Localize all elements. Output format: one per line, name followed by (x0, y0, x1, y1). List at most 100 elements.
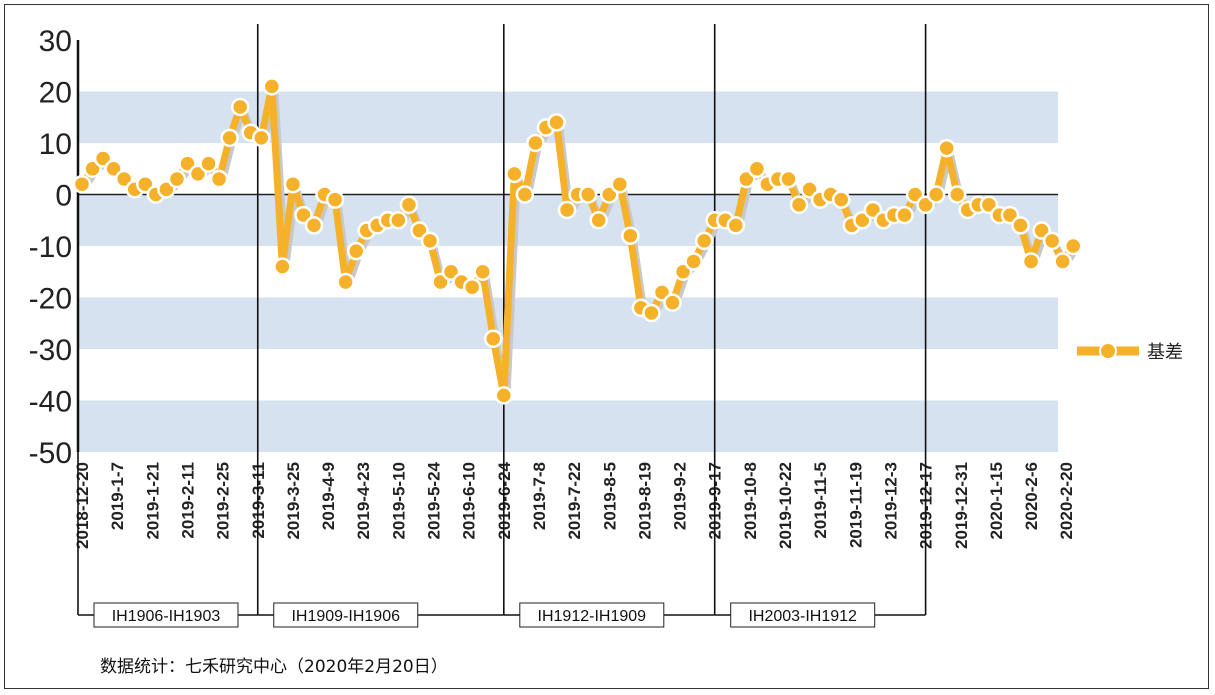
series-point (484, 329, 503, 348)
x-tick-label: 2019-5-24 (425, 461, 444, 539)
x-tick-label: 2019-5-10 (389, 462, 408, 540)
series-point (220, 128, 239, 148)
series-point (694, 231, 714, 251)
series-point (926, 185, 946, 204)
x-tick-label: 2019-9-2 (671, 462, 690, 530)
series-point (304, 216, 324, 235)
x-tick-label: 2020-2-20 (1057, 462, 1076, 540)
y-tick-label: -50 (29, 437, 72, 470)
x-tick-label: 2019-11-5 (811, 462, 830, 539)
series-point (526, 133, 545, 153)
x-tick-label: 2019-1-21 (143, 462, 162, 540)
y-tick-label: 30 (39, 25, 72, 58)
y-tick-label: 0 (55, 180, 72, 213)
chart-frame (4, 4, 1209, 689)
x-tick-label: 2019-6-10 (460, 462, 479, 540)
contract-period: IH1912-IH1909 (503, 24, 716, 628)
series-point (1063, 236, 1083, 256)
series-point (937, 138, 956, 158)
contract-period: IH2003-IH1912 (714, 24, 927, 628)
x-tick-label: 2019-7-8 (530, 462, 549, 530)
contract-period: IH1906-IH1903 (77, 24, 259, 628)
series-point (273, 257, 292, 276)
series-point (547, 113, 566, 132)
y-tick-label: -20 (29, 283, 72, 316)
y-tick-label: -30 (29, 334, 72, 367)
series-point (209, 169, 229, 189)
y-tick-label: 10 (39, 128, 72, 161)
contract-label-box (273, 602, 419, 628)
contract-label: IH1909-IH1906 (291, 608, 400, 625)
series-point (389, 211, 408, 230)
series-point (726, 216, 746, 235)
series-point (399, 195, 419, 215)
contract-label-box (93, 602, 239, 628)
series-point (494, 386, 514, 405)
contract-label-box (730, 602, 876, 628)
grid-band (78, 297, 1058, 349)
series-point (947, 185, 967, 204)
series-point (1011, 216, 1030, 235)
series-point (505, 164, 524, 184)
series-point (684, 252, 703, 271)
x-tick-label: 2020-1-15 (987, 462, 1006, 540)
y-tick-label: 20 (39, 77, 72, 110)
x-tick-label: 2020-2-6 (1022, 462, 1041, 530)
series-point (578, 185, 598, 204)
x-tick-label: 2019-8-5 (600, 462, 619, 530)
contract-label: IH1912-IH1909 (538, 608, 647, 625)
series-point (336, 272, 355, 292)
series-point (420, 231, 440, 251)
grid-band (78, 400, 1058, 452)
series-point (325, 190, 345, 209)
x-tick-label: 2019-12-31 (952, 462, 971, 549)
x-tick-label: 2019-7-22 (565, 462, 584, 540)
series-point (1053, 252, 1072, 271)
x-tick-label: 2019-10-22 (776, 462, 795, 549)
series-point (610, 174, 630, 194)
series-point (252, 128, 271, 148)
series-point (346, 241, 366, 261)
contract-label: IH1906-IH1903 (112, 608, 221, 625)
y-tick-label: -10 (29, 231, 72, 264)
x-tick-label: 2019-4-9 (319, 462, 338, 530)
source-note: 数据统计：七禾研究中心（2020年2月20日） (100, 657, 448, 677)
series-point (1021, 252, 1041, 271)
legend-label: 基差 (1147, 342, 1183, 363)
series-point (515, 185, 535, 204)
x-tick-label: 2019-3-25 (284, 462, 303, 540)
x-tick-label: 2019-8-19 (635, 462, 654, 540)
contract-period: IH1909-IH1906 (257, 24, 505, 628)
series-point (262, 77, 282, 96)
series-point (831, 190, 851, 209)
x-tick-label: 2019-10-8 (741, 462, 760, 540)
x-tick-label: 2019-2-25 (214, 462, 233, 540)
series-point (789, 195, 809, 215)
series-point (621, 226, 640, 245)
series-point (199, 154, 218, 173)
series-point (642, 303, 661, 323)
contract-label: IH2003-IH1912 (748, 608, 857, 625)
series-point (663, 293, 682, 312)
contract-label-box (519, 602, 665, 628)
x-tick-label: 2019-1-7 (108, 462, 127, 530)
series-point (589, 211, 608, 230)
x-tick-label: 2019-2-11 (178, 462, 197, 539)
series-point (283, 174, 303, 194)
x-tick-label: 2019-11-19 (846, 462, 865, 548)
series-point (167, 169, 187, 189)
series-point (779, 169, 798, 189)
series-point (230, 97, 250, 117)
legend-swatch (1075, 339, 1141, 363)
x-tick-label: 2019-4-23 (354, 462, 373, 540)
series-point (557, 200, 577, 220)
x-tick-label: 2019-12-3 (881, 462, 900, 540)
series-point (747, 159, 767, 178)
series-point (895, 205, 914, 225)
series-point (1042, 231, 1062, 251)
legend: 基差 (1075, 338, 1183, 364)
series-point (473, 262, 492, 281)
x-tick-label: 2018-12-20 (73, 462, 92, 549)
y-tick-label: -40 (29, 386, 72, 419)
